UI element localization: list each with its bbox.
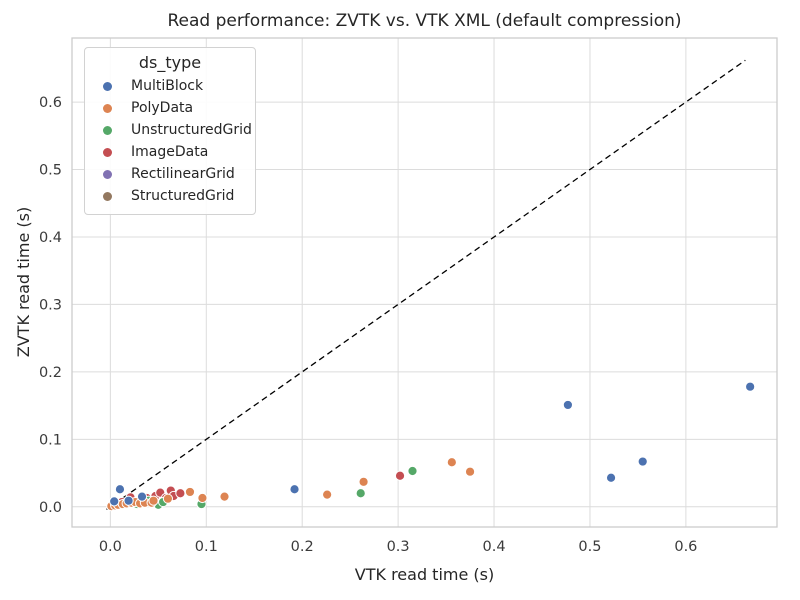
legend-item-label: StructuredGrid <box>131 188 235 204</box>
y-tick-label: 0.0 <box>39 500 62 516</box>
x-axis-label: VTK read time (s) <box>354 565 495 584</box>
legend-title: ds_type <box>138 53 202 72</box>
legend-item-label: UnstructuredGrid <box>131 122 252 138</box>
data-point <box>148 495 159 506</box>
legend-item-multiblock: MultiBlock <box>85 75 255 97</box>
x-tick-label: 0.1 <box>195 539 218 555</box>
legend-item-label: MultiBlock <box>131 78 204 94</box>
legend-marker-icon <box>103 81 112 91</box>
data-point <box>358 476 369 487</box>
legend-items: MultiBlock PolyData UnstructuredGrid ImageD… <box>85 75 255 207</box>
x-tick-label: 0.6 <box>674 539 697 555</box>
x-tick-label: 0.2 <box>291 539 314 555</box>
x-tick-label: 0.3 <box>387 539 410 555</box>
y-tick-label: 0.3 <box>39 297 62 313</box>
y-tick-label: 0.4 <box>39 230 62 246</box>
identity-line <box>106 59 746 510</box>
data-point <box>184 486 196 498</box>
legend-item-rectilineargrid: RectilinearGrid <box>85 163 255 185</box>
y-tick-label: 0.1 <box>39 432 62 448</box>
data-point <box>562 399 573 411</box>
data-point <box>394 470 406 481</box>
data-point <box>162 493 174 504</box>
legend-marker-icon <box>103 191 112 201</box>
legend-marker-icon <box>103 103 112 113</box>
legend-item-label: ImageData <box>131 144 209 160</box>
legend-item-polydata: PolyData <box>85 97 255 119</box>
legend-item-structuredgrid: StructuredGrid <box>85 185 255 207</box>
x-tick-label: 0.5 <box>578 539 601 555</box>
x-tick-label: 0.0 <box>99 539 122 555</box>
y-tick-label: 0.6 <box>39 95 62 111</box>
legend-item-label: RectilinearGrid <box>131 166 235 182</box>
data-point <box>219 491 230 502</box>
data-point <box>109 496 120 507</box>
data-point <box>136 491 148 502</box>
legend-marker-icon <box>103 147 112 157</box>
legend-item-unstructuredgrid: UnstructuredGrid <box>85 119 255 141</box>
data-point <box>355 488 366 499</box>
legend-item-label: PolyData <box>131 100 194 116</box>
data-point <box>407 465 418 477</box>
y-tick-label: 0.5 <box>39 163 62 179</box>
data-point <box>446 457 457 468</box>
data-point <box>605 472 617 483</box>
data-point <box>289 484 300 495</box>
legend-marker-icon <box>103 169 112 179</box>
data-point <box>322 489 333 500</box>
data-point <box>637 456 648 467</box>
data-point <box>464 466 476 477</box>
legend-item-imagedata: ImageData <box>85 141 255 163</box>
data-point <box>123 495 134 506</box>
data-point <box>114 484 126 495</box>
legend: ds_type MultiBlock PolyData UnstructuredGr… <box>84 47 256 215</box>
chart-title: Read performance: ZVTK vs. VTK XML (defa… <box>167 11 682 31</box>
data-point <box>745 381 756 392</box>
x-tick-label: 0.4 <box>483 539 506 555</box>
data-point <box>197 492 208 504</box>
axes-border <box>71 37 778 528</box>
data-point <box>175 488 186 499</box>
y-tick-label: 0.2 <box>39 365 62 381</box>
legend-marker-icon <box>103 125 112 135</box>
